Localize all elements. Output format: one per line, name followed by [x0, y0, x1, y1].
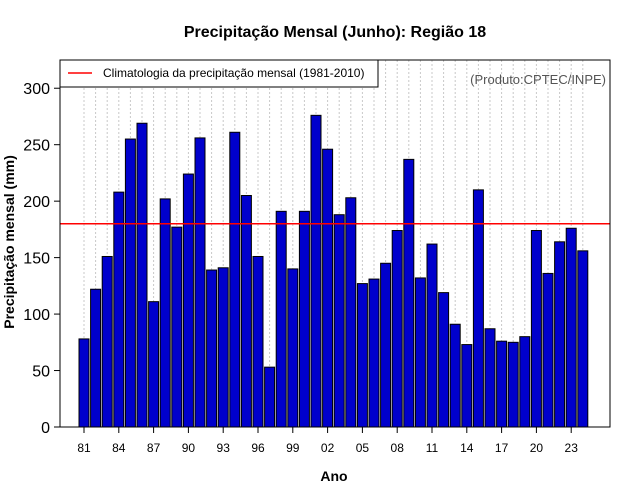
- bar-2013: [449, 323, 461, 428]
- x-tick-label: 96: [251, 441, 265, 455]
- x-tick-label: 87: [147, 441, 161, 455]
- bar-1997: [264, 366, 276, 428]
- y-axis-label: Precipitação mensal (mm): [1, 155, 17, 329]
- bar-1983: [101, 255, 113, 428]
- bar-2020: [530, 230, 542, 428]
- bar-2021: [542, 272, 554, 428]
- y-tick-label: 150: [23, 251, 50, 268]
- bar-1993: [217, 267, 229, 428]
- x-tick-label: 17: [495, 441, 509, 455]
- y-tick-label: 50: [32, 364, 50, 381]
- bar-2004: [345, 197, 357, 428]
- bar-2003: [333, 214, 345, 428]
- x-tick-label: 05: [356, 441, 370, 455]
- bar-2007: [380, 262, 392, 428]
- bars-group: [78, 114, 589, 428]
- bar-1990: [182, 173, 194, 428]
- bar-2010: [414, 277, 426, 428]
- bar-1988: [159, 198, 171, 428]
- bar-2012: [438, 292, 450, 428]
- bar-1992: [206, 269, 218, 428]
- bar-1985: [124, 138, 136, 428]
- y-axis: 0 50 100 150 200 250 300: [23, 81, 60, 437]
- x-tick-label: 20: [530, 441, 544, 455]
- bar-2018: [507, 341, 519, 428]
- x-tick-label: 08: [391, 441, 405, 455]
- y-tick-label: 250: [23, 138, 50, 155]
- y-tick-label: 100: [23, 307, 50, 324]
- bar-1998: [275, 210, 287, 428]
- bar-1991: [194, 137, 206, 428]
- bar-2000: [298, 210, 310, 428]
- bar-1996: [252, 255, 264, 428]
- bar-1995: [240, 195, 252, 428]
- y-tick-label: 200: [23, 194, 50, 211]
- bar-2019: [519, 336, 531, 428]
- bar-1981: [78, 338, 90, 428]
- legend-box: [59, 59, 379, 88]
- bar-1987: [148, 301, 160, 428]
- bar-2011: [426, 243, 438, 428]
- bar-1989: [171, 226, 183, 428]
- bar-2008: [391, 230, 403, 428]
- bar-2023: [565, 227, 577, 428]
- bar-1994: [229, 131, 241, 428]
- x-tick-label: 02: [321, 441, 335, 455]
- bar-2024: [577, 250, 589, 428]
- x-tick-label: 11: [426, 441, 439, 455]
- x-tick-label: 81: [77, 441, 91, 455]
- x-axis: 81 84 87 90 93 96 99 02 05 08 11 14 17 20 23: [77, 427, 578, 455]
- bar-2006: [368, 278, 380, 428]
- x-tick-label: 23: [565, 441, 579, 455]
- x-axis-label: Ano: [320, 468, 347, 484]
- bar-2014: [461, 344, 473, 428]
- bar-2017: [496, 340, 508, 428]
- y-tick-label: 300: [23, 81, 50, 98]
- x-tick-label: 14: [460, 441, 474, 455]
- bar-2016: [484, 328, 496, 428]
- x-tick-label: 99: [286, 441, 300, 455]
- bar-1986: [136, 122, 148, 428]
- bar-2015: [472, 189, 484, 428]
- legend-label: Climatologia da precipitação mensal (198…: [103, 66, 364, 80]
- legend: Climatologia da precipitação mensal (198…: [59, 59, 379, 88]
- bar-1982: [90, 288, 102, 428]
- bar-1999: [287, 268, 299, 428]
- credit-annotation: (Produto:CPTEC/INPE): [470, 72, 606, 87]
- y-tick-label: 0: [41, 420, 50, 437]
- chart-title: Precipitação Mensal (Junho): Região 18: [184, 24, 486, 41]
- bar-2005: [356, 283, 368, 428]
- x-tick-label: 93: [217, 441, 231, 455]
- bar-2022: [554, 241, 566, 428]
- bar-2002: [322, 148, 334, 428]
- x-tick-label: 84: [112, 441, 126, 455]
- x-tick-label: 90: [182, 441, 196, 455]
- bar-2009: [403, 158, 415, 428]
- bar-1984: [113, 191, 125, 428]
- bar-2001: [310, 114, 322, 428]
